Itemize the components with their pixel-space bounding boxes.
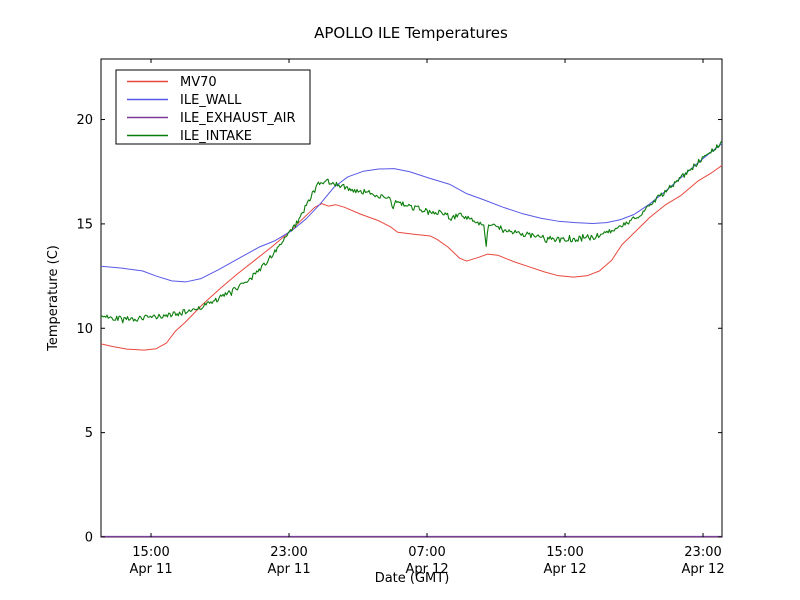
x-tick-label-date: Apr 12 — [681, 562, 724, 577]
x-tick-label-time: 15:00 — [546, 545, 583, 560]
y-tick-label: 10 — [76, 322, 93, 337]
legend-label-ILE_INTAKE: ILE_INTAKE — [180, 129, 252, 144]
series-line-ILE_INTAKE — [100, 140, 723, 324]
x-tick-label-time: 23:00 — [684, 545, 721, 560]
axis-tick-labels: 15:00 Apr 11 23:00 Apr 11 07:00 Apr 12 15:00 Ap… — [76, 113, 724, 577]
series-line-MV70 — [100, 165, 723, 351]
series-line-ILE_WALL — [100, 143, 723, 283]
legend: MV70 ILE_WALL ILE_EXHAUST_AIR ILE_INTAKE — [115, 69, 311, 145]
legend-label-ILE_WALL: ILE_WALL — [180, 93, 242, 108]
axis-ticks — [101, 59, 722, 538]
x-tick-label-date: Apr 11 — [267, 562, 310, 577]
legend-label-MV70: MV70 — [180, 75, 217, 90]
plot-series — [100, 140, 723, 538]
x-tick-label-time: 07:00 — [408, 545, 445, 560]
y-tick-label: 15 — [76, 217, 93, 232]
legend-label-ILE_EXHAUST_AIR: ILE_EXHAUST_AIR — [180, 111, 296, 126]
y-tick-label: 20 — [76, 113, 93, 128]
x-tick-label-time: 23:00 — [270, 545, 307, 560]
y-axis-label: Temperature (C) — [46, 245, 61, 352]
x-tick-label-date: Apr 11 — [129, 562, 172, 577]
x-axis-label: Date (GMT) — [375, 571, 450, 586]
x-tick-label-time: 15:00 — [132, 545, 169, 560]
x-tick-label-date: Apr 12 — [543, 562, 586, 577]
y-tick-label: 0 — [85, 531, 93, 546]
chart-title: APOLLO ILE Temperatures — [314, 24, 508, 42]
legend-box — [115, 69, 311, 145]
x-tick-label-date: Apr 12 — [405, 562, 448, 577]
y-tick-label: 5 — [85, 426, 93, 441]
